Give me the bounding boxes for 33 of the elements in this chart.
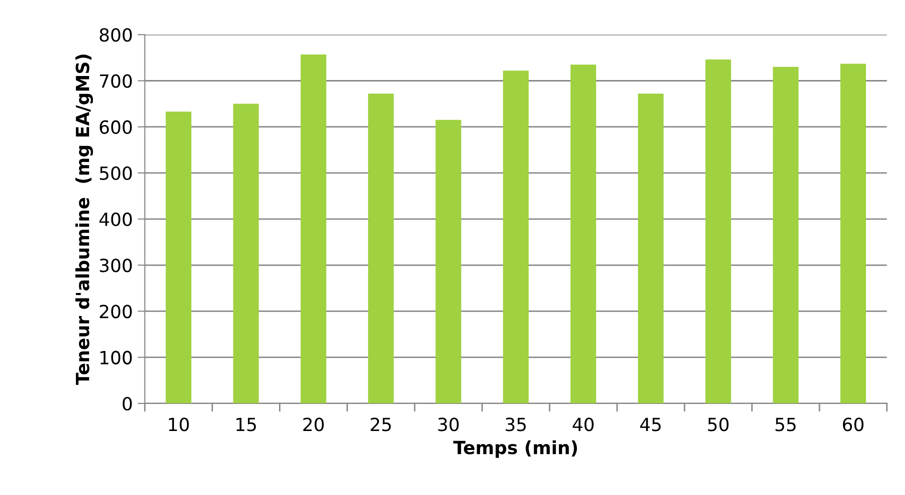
y-tick-label: 700	[100, 74, 132, 88]
bar	[368, 94, 394, 404]
bar	[166, 112, 192, 404]
y-tick-label: 500	[100, 166, 132, 180]
y-tick-label: 600	[100, 120, 132, 134]
bar	[840, 64, 866, 404]
x-tick-label: 15	[236, 418, 256, 432]
bar	[772, 66, 799, 404]
x-tick-label: 35	[506, 418, 526, 432]
y-tick-label: 0	[122, 396, 132, 411]
bar	[705, 60, 732, 404]
x-tick-label: 25	[370, 418, 391, 432]
x-tick-label: 55	[776, 418, 796, 432]
x-tick-label: 40	[572, 418, 594, 432]
x-tick-label: 30	[438, 418, 459, 432]
x-tick-label: 45	[640, 418, 661, 432]
y-tick-label: 300	[100, 258, 132, 272]
bar	[436, 120, 462, 404]
x-tick-label: 20	[303, 418, 324, 432]
bar	[233, 104, 259, 404]
bar	[570, 64, 596, 404]
y-axis-title: Teneur d'albumine (mg EA/gMS)	[75, 54, 93, 385]
x-tick-label: 10	[169, 418, 189, 432]
x-tick-label: 60	[842, 418, 864, 432]
x-axis-title: Temps (min)	[453, 440, 577, 458]
y-tick-label: 100	[100, 350, 132, 364]
y-tick-label: 400	[99, 212, 132, 226]
bar	[638, 94, 664, 404]
bar	[503, 70, 529, 404]
bar	[300, 54, 326, 404]
x-tick-label: 50	[708, 418, 729, 432]
y-tick-label: 800	[100, 28, 132, 42]
y-tick-label: 200	[100, 304, 132, 318]
